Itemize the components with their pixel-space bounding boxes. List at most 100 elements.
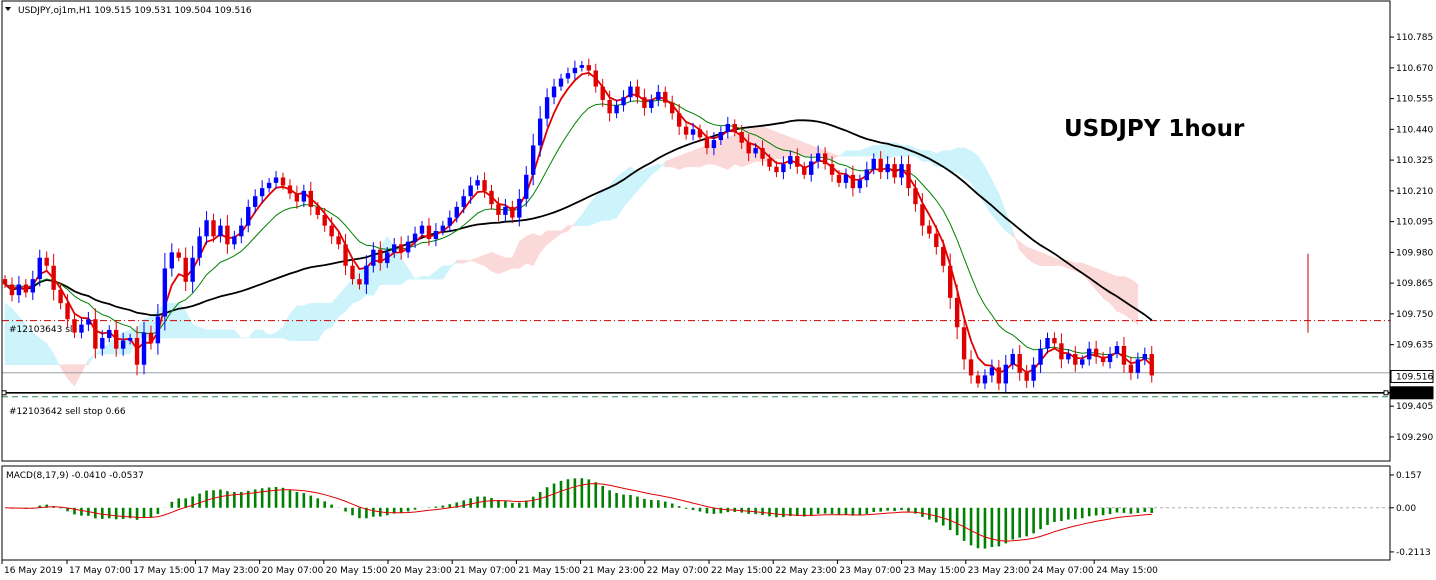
candle[interactable] [86, 312, 91, 332]
candle[interactable] [322, 207, 327, 232]
candle[interactable] [711, 132, 717, 156]
candle[interactable] [795, 148, 800, 174]
candle[interactable] [649, 94, 654, 113]
candle[interactable] [65, 294, 70, 328]
candle[interactable] [809, 153, 814, 182]
price-axis[interactable]: 110.785 110.670 110.555 110.440 110.325 110.2… [1390, 33, 1434, 443]
candle[interactable] [225, 215, 230, 254]
candle[interactable] [600, 78, 605, 107]
candle[interactable] [454, 201, 459, 223]
candle[interactable] [1059, 333, 1064, 369]
candle[interactable] [246, 199, 251, 233]
candle[interactable] [433, 223, 439, 247]
candle[interactable] [683, 121, 689, 140]
candle[interactable] [920, 192, 925, 236]
candle[interactable] [704, 130, 710, 155]
candle[interactable] [822, 147, 828, 170]
candle[interactable] [1087, 341, 1092, 366]
candle[interactable] [9, 277, 15, 302]
candle[interactable] [482, 172, 487, 198]
candle[interactable] [155, 303, 161, 355]
candle[interactable] [558, 73, 564, 91]
candle[interactable] [614, 99, 619, 119]
candle[interactable] [496, 197, 501, 222]
candle[interactable] [1142, 347, 1147, 366]
candle[interactable] [892, 157, 897, 184]
candle[interactable] [1121, 337, 1127, 373]
candle[interactable] [586, 58, 591, 77]
candle[interactable] [259, 180, 265, 204]
candle[interactable] [746, 134, 751, 162]
candle[interactable] [218, 218, 223, 243]
candle[interactable] [1128, 356, 1134, 380]
candle[interactable] [204, 211, 209, 245]
candle[interactable] [850, 165, 856, 197]
candle[interactable] [774, 161, 779, 178]
candle[interactable] [864, 161, 869, 188]
candle[interactable] [934, 225, 939, 255]
candle[interactable] [169, 243, 174, 277]
candle[interactable] [767, 154, 772, 171]
candle[interactable] [656, 84, 661, 107]
candle[interactable] [1010, 348, 1015, 370]
candle[interactable] [739, 125, 744, 149]
candle[interactable] [1093, 340, 1099, 364]
candle[interactable] [663, 86, 668, 108]
candle[interactable] [989, 359, 995, 383]
candle[interactable] [843, 168, 849, 189]
candle[interactable] [670, 95, 675, 120]
candle[interactable] [273, 171, 279, 189]
candle[interactable] [127, 333, 133, 345]
candle[interactable] [148, 325, 154, 350]
candle[interactable] [1100, 351, 1106, 367]
candle[interactable] [1017, 345, 1022, 381]
candle[interactable] [941, 239, 946, 273]
candle[interactable] [239, 217, 244, 244]
sell-stop-handle-left[interactable] [1, 390, 7, 396]
candle[interactable] [93, 308, 98, 359]
candle[interactable] [190, 245, 195, 293]
candle[interactable] [79, 318, 84, 339]
candle[interactable] [544, 88, 550, 127]
candle[interactable] [30, 270, 35, 301]
candlesticks[interactable] [2, 58, 1154, 393]
candle[interactable] [301, 184, 307, 208]
candle[interactable] [1135, 352, 1141, 379]
candle[interactable] [551, 78, 557, 105]
candle[interactable] [37, 249, 42, 287]
candle[interactable] [287, 179, 293, 200]
candle[interactable] [815, 145, 821, 169]
sell-stop-label[interactable]: #12103642 sell stop 0.66 [9, 407, 126, 417]
candle[interactable] [489, 184, 494, 210]
candle[interactable] [329, 217, 334, 245]
candle[interactable] [996, 359, 1002, 391]
sell-stop-handle-right[interactable] [1383, 390, 1389, 396]
candle[interactable] [1045, 332, 1050, 354]
candle[interactable] [378, 241, 383, 271]
candle[interactable] [753, 143, 758, 158]
candle[interactable] [1031, 357, 1036, 388]
candle[interactable] [440, 220, 446, 236]
candle[interactable] [517, 189, 522, 227]
candle[interactable] [51, 253, 56, 301]
candle[interactable] [162, 252, 168, 331]
candle[interactable] [628, 81, 633, 103]
candle[interactable] [447, 210, 452, 233]
candle[interactable] [357, 273, 362, 290]
candle[interactable] [621, 90, 626, 112]
candle[interactable] [1024, 364, 1029, 388]
candle[interactable] [1003, 354, 1008, 393]
candle[interactable] [1080, 355, 1085, 369]
candle[interactable] [100, 330, 105, 356]
candle[interactable] [954, 284, 960, 340]
candle[interactable] [975, 370, 981, 388]
candle[interactable] [927, 220, 932, 239]
candle[interactable] [1038, 339, 1043, 373]
candle[interactable] [635, 79, 640, 104]
candle[interactable] [232, 230, 237, 250]
candle[interactable] [1114, 341, 1120, 359]
candle[interactable] [1149, 345, 1154, 383]
candle[interactable] [871, 153, 876, 175]
candle[interactable] [802, 162, 807, 180]
candle[interactable] [392, 238, 397, 259]
